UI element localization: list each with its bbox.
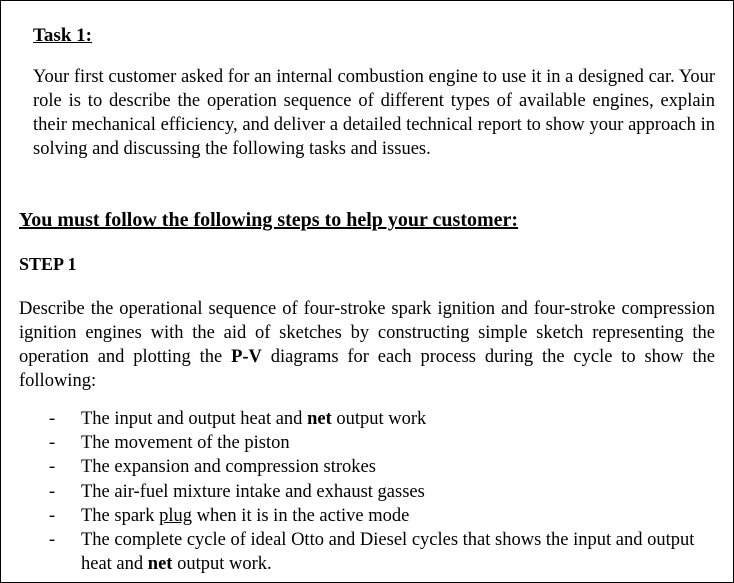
- step-1-label: STEP 1: [19, 254, 715, 275]
- task-intro-paragraph: Your first customer asked for an interna…: [33, 65, 715, 161]
- bullet-bold: net: [148, 554, 173, 574]
- list-item: The spark plug when it is in the active …: [49, 504, 715, 528]
- bullet-text: The expansion and compression strokes: [81, 457, 376, 477]
- bullet-text: output work: [332, 409, 427, 429]
- list-item: The complete cycle of ideal Otto and Die…: [49, 528, 715, 576]
- bullet-text: when it is in the active mode: [192, 506, 409, 526]
- bullet-underline: plug: [159, 506, 192, 526]
- follow-steps-heading: You must follow the following steps to h…: [19, 209, 715, 232]
- step-1-bullet-list: The input and output heat and net output…: [49, 407, 715, 575]
- list-item: The expansion and compression strokes: [49, 455, 715, 479]
- list-item: The air-fuel mixture intake and exhaust …: [49, 480, 715, 504]
- bullet-bold: net: [307, 409, 332, 429]
- list-item: The input and output heat and net output…: [49, 407, 715, 431]
- bullet-text: The movement of the piston: [81, 433, 290, 453]
- step-1-body-bold: P-V: [231, 347, 262, 367]
- list-item: The movement of the piston: [49, 431, 715, 455]
- task-title: Task 1:: [33, 25, 715, 47]
- bullet-text: The input and output heat and: [81, 409, 307, 429]
- bullet-text: output work.: [172, 554, 271, 574]
- document-page: Task 1: Your first customer asked for an…: [0, 0, 734, 583]
- bullet-text: The air-fuel mixture intake and exhaust …: [81, 482, 425, 502]
- bullet-text: The spark: [81, 506, 159, 526]
- step-1-body: Describe the operational sequence of fou…: [19, 297, 715, 393]
